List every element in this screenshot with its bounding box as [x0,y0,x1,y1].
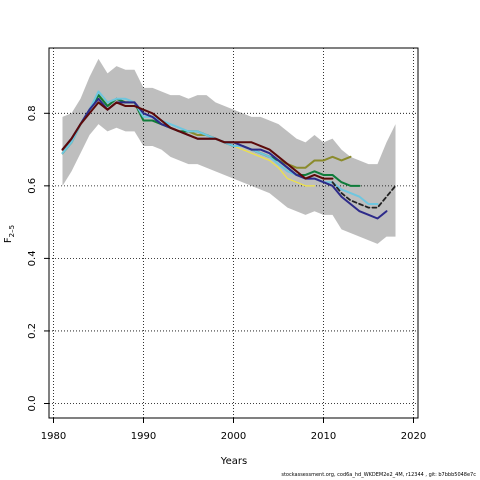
x-tick-label-1980: 1980 [41,431,66,442]
axes: 1980 1990 2000 2010 2020 0.0 0.2 0.4 0.6 0.8 [27,47,426,442]
y-tick-label-0: 0.0 [27,396,38,412]
y-tick-label-0.4: 0.4 [27,250,38,266]
y-tick-label-0.8: 0.8 [27,105,38,121]
series-line-7 [331,181,397,209]
plot-area [49,48,418,418]
x-tick-label-2010: 2010 [311,431,336,442]
series-line-6 [61,101,334,180]
footnote: stockassessment.org, cod6a_hd_WKDEM2e2_4… [281,472,476,478]
y-axis-title-subscript: 2–5 [8,225,16,237]
y-axis-title-main: F [3,237,14,243]
svg-text:F2–5: F2–5 [3,225,16,243]
x-tick-label-2020: 2020 [401,431,426,442]
x-tick-label-1990: 1990 [131,431,156,442]
x-axis-title: Years [220,456,247,467]
y-axis-title: F2–5 [3,225,16,243]
y-tick-label-0.6: 0.6 [27,178,38,194]
confidence-band [62,58,396,244]
x-tick-label-2000: 2000 [221,431,246,442]
y-tick-label-0.2: 0.2 [27,323,38,339]
